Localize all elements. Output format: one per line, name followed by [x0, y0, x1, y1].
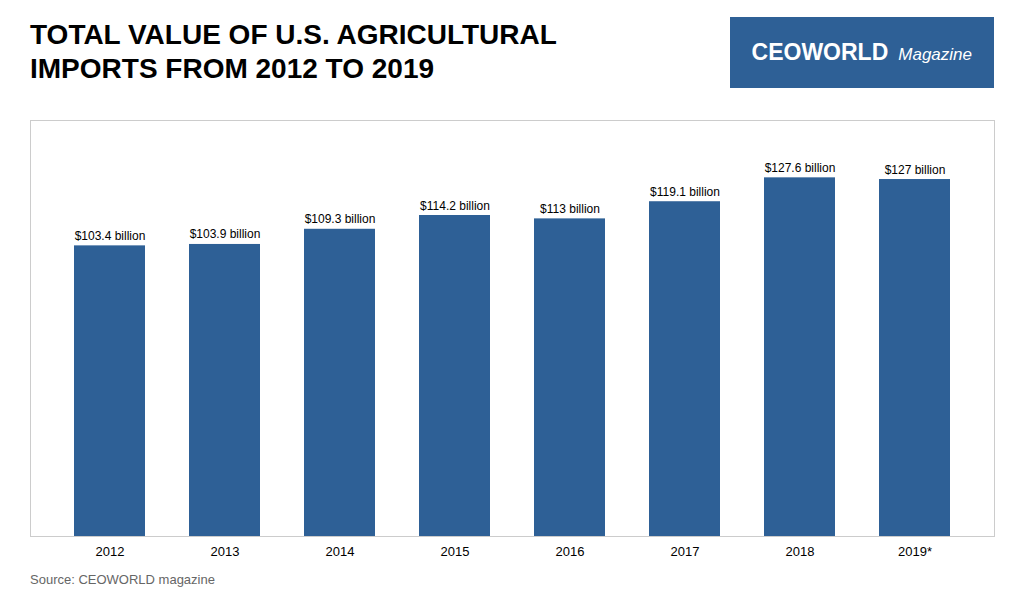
- svg-text:2019*: 2019*: [898, 544, 932, 559]
- svg-text:2017: 2017: [671, 544, 700, 559]
- svg-text:2015: 2015: [441, 544, 470, 559]
- svg-text:$113 billion: $113 billion: [540, 202, 600, 216]
- svg-text:$127 billion: $127 billion: [885, 163, 946, 177]
- svg-text:$127.6 billion: $127.6 billion: [765, 161, 836, 175]
- svg-text:2014: 2014: [326, 544, 355, 559]
- svg-text:$103.9 billion: $103.9 billion: [190, 227, 261, 241]
- svg-text:2013: 2013: [211, 544, 240, 559]
- svg-text:$109.3 billion: $109.3 billion: [305, 212, 376, 226]
- svg-text:$119.1 billion: $119.1 billion: [650, 185, 720, 199]
- html-text:Source: CEOWORLD magazine: Source: CEOWORLD magazine: [30, 572, 215, 587]
- svg-text:2012: 2012: [96, 544, 125, 559]
- svg-text:$114.2 billion: $114.2 billion: [420, 199, 490, 213]
- html-text:CEOWORLD Magazine: CEOWORLD Magazine: [751, 38, 972, 65]
- html-text:TOTAL VALUE OF U.S. AGRICULTUR: TOTAL VALUE OF U.S. AGRICULTURAL: [30, 19, 557, 50]
- html-text:IMPORTS FROM 2012 TO 2019: IMPORTS FROM 2012 TO 2019: [30, 53, 435, 84]
- svg-text:$103.4 billion: $103.4 billion: [75, 229, 146, 243]
- svg-text:2016: 2016: [556, 544, 585, 559]
- svg-text:2018: 2018: [786, 544, 815, 559]
